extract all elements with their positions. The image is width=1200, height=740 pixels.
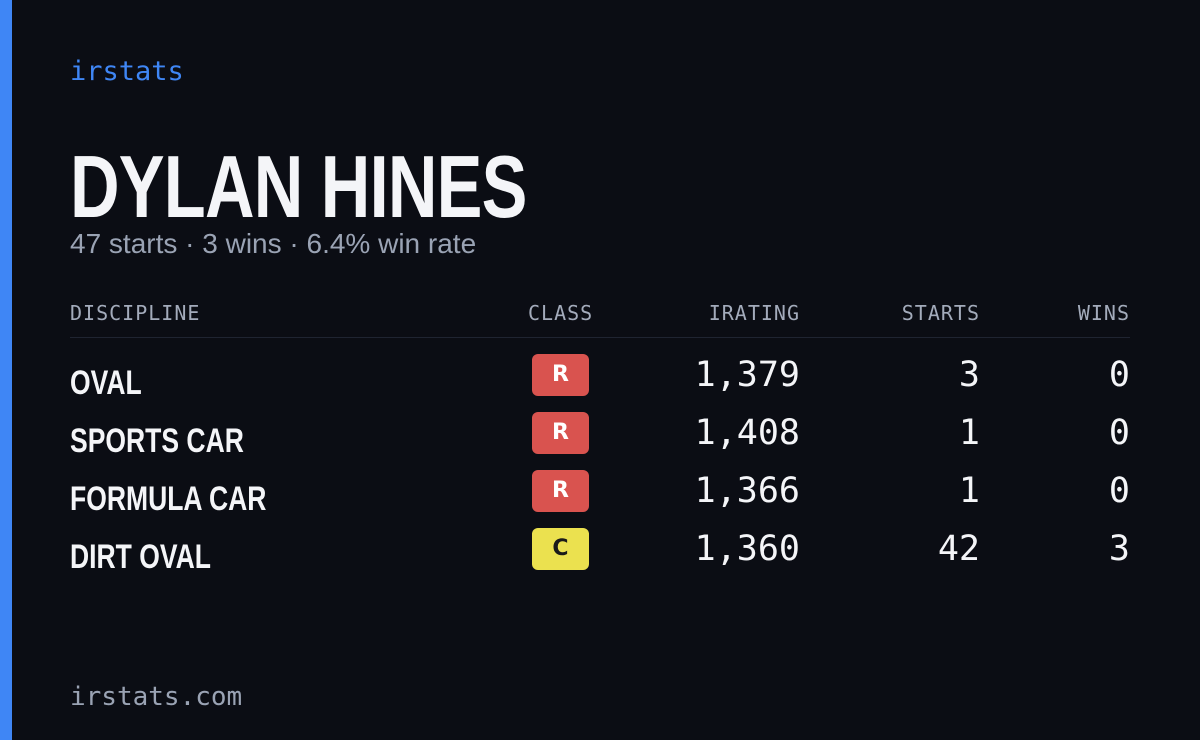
wins: 0	[1108, 471, 1130, 511]
column-header: STARTS	[901, 301, 980, 325]
irating: 1,366	[694, 471, 800, 511]
discipline: OVAL	[70, 364, 142, 402]
class-badge: C	[532, 528, 589, 570]
brand: irstats	[70, 56, 184, 87]
column-header: DISCIPLINE	[70, 301, 201, 325]
discipline: FORMULA CAR	[70, 480, 267, 518]
class-badge: R	[532, 412, 589, 454]
footer: irstats.com	[70, 682, 243, 712]
irating: 1,408	[694, 413, 800, 453]
starts: 1	[958, 413, 980, 453]
class-badge: R	[532, 354, 589, 396]
starts: 42	[937, 529, 980, 569]
column-header: IRATING	[708, 301, 800, 325]
starts: 3	[958, 355, 980, 395]
driver-name: DYLAN HINES	[70, 137, 527, 236]
driver-summary: 47 starts · 3 wins · 6.4% win rate	[70, 228, 477, 259]
starts: 1	[958, 471, 980, 511]
header-rule	[70, 337, 1130, 338]
column-header: WINS	[1077, 301, 1130, 325]
discipline: DIRT OVAL	[70, 538, 211, 576]
accent-bar	[0, 0, 12, 740]
column-header: CLASS	[528, 301, 594, 325]
discipline: SPORTS CAR	[70, 422, 244, 460]
wins: 0	[1108, 413, 1130, 453]
wins: 0	[1108, 355, 1130, 395]
irating: 1,360	[694, 529, 800, 569]
wins: 3	[1108, 529, 1130, 569]
class-badge: R	[532, 470, 589, 512]
irating: 1,379	[694, 355, 800, 395]
